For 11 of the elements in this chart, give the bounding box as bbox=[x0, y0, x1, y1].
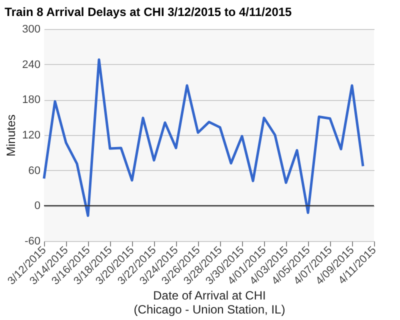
y-tick-label: 240 bbox=[22, 58, 40, 71]
y-tick-label: 180 bbox=[22, 94, 40, 106]
chart-title: Train 8 Arrival Delays at CHI 3/12/2015 to 4/11/2015 bbox=[4, 5, 292, 19]
y-tick-label: -60 bbox=[24, 236, 40, 248]
line-series bbox=[42, 58, 364, 217]
y-tick-label: 60 bbox=[28, 164, 40, 177]
x-axis-title: Date of Arrival at CHI (Chicago - Union Station, IL) bbox=[134, 288, 286, 317]
y-axis-title: Minutes bbox=[4, 114, 18, 157]
y-tick-label: 300 bbox=[22, 24, 40, 36]
y-tick-label: 120 bbox=[22, 130, 40, 142]
y-tick-label: 0 bbox=[34, 200, 40, 212]
